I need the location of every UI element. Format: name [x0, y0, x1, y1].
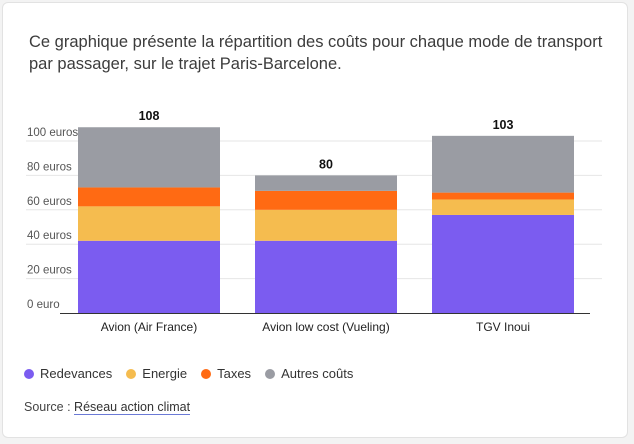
bar-segment-autres-co-ts-1: [255, 175, 397, 191]
legend-item: Energie: [126, 366, 187, 381]
bar-segment-taxes-2: [432, 192, 574, 200]
legend: Redevances Energie Taxes Autres coûts: [24, 366, 353, 381]
bar-segment-energie-1: [255, 209, 397, 241]
bar-total-label: 80: [319, 157, 333, 171]
y-tick-label: 0 euro: [27, 299, 60, 311]
source-link[interactable]: Réseau action climat: [74, 400, 191, 415]
y-tick-label: 80 euros: [27, 161, 72, 173]
y-tick-label: 100 euros: [27, 127, 78, 139]
bar-segment-autres-co-ts-0: [78, 127, 220, 188]
bar-segment-redevances-2: [432, 214, 574, 313]
legend-item: Autres coûts: [265, 366, 353, 381]
y-tick-label: 40 euros: [27, 230, 72, 242]
bar-segment-taxes-1: [255, 190, 397, 210]
legend-item: Redevances: [24, 366, 112, 381]
x-axis-category-labels: Avion (Air France) Avion low cost (Vuelin…: [101, 320, 530, 334]
x-category-label: Avion low cost (Vueling): [262, 320, 389, 334]
legend-dot-icon: [24, 368, 34, 379]
chart-description: Ce graphique présente la répartition des…: [29, 33, 603, 73]
bar-totals: 108 80 103: [139, 109, 514, 171]
legend-item: Taxes: [201, 366, 251, 381]
bar-segment-energie-2: [432, 199, 574, 215]
legend-label: Autres coûts: [281, 366, 354, 381]
source-label: Source :: [24, 400, 71, 414]
bars: [78, 127, 574, 313]
x-category-label: TGV Inoui: [476, 320, 530, 334]
legend-label: Energie: [142, 366, 188, 381]
y-axis-tick-labels: 0 euro 20 euros 40 euros 60 euros 80 euros 10…: [27, 127, 78, 311]
source-line: Source : Réseau action climat: [24, 400, 191, 415]
bar-segment-redevances-0: [78, 240, 220, 313]
bar-total-label: 103: [493, 118, 514, 132]
legend-dot-icon: [126, 368, 137, 379]
x-category-label: Avion (Air France): [101, 320, 197, 334]
legend-label: Taxes: [217, 366, 252, 381]
bar-segment-energie-0: [78, 206, 220, 241]
y-tick-label: 20 euros: [27, 265, 72, 277]
legend-label: Redevances: [40, 366, 113, 381]
legend-dot-icon: [265, 368, 276, 379]
y-tick-label: 60 euros: [27, 196, 72, 208]
bar-segment-autres-co-ts-2: [432, 135, 574, 193]
bar-segment-redevances-1: [255, 240, 397, 313]
bar-total-label: 108: [139, 109, 160, 123]
legend-dot-icon: [201, 368, 212, 379]
bar-segment-taxes-0: [78, 187, 220, 207]
